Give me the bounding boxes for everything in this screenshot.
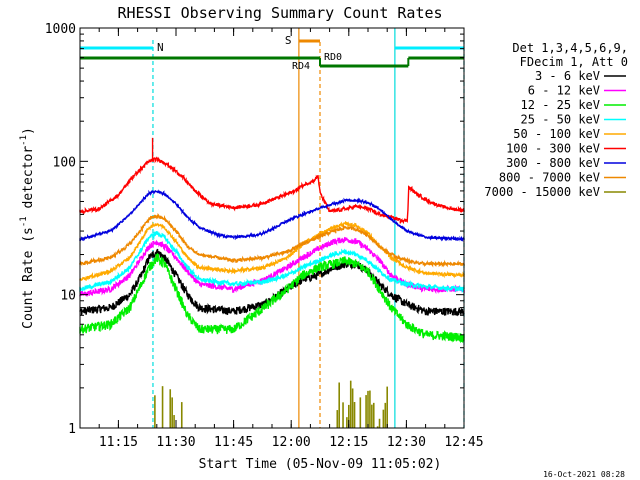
series-line bbox=[79, 220, 465, 282]
series-line bbox=[79, 189, 465, 242]
series-50to100keV bbox=[79, 220, 465, 282]
y-label-part-1: Count Rate (s bbox=[21, 227, 36, 329]
series-6to12keV bbox=[79, 236, 465, 297]
x-tick-label: 11:30 bbox=[156, 435, 195, 450]
x-axis-label: Start Time (05-Nov-09 11:05:02) bbox=[199, 457, 442, 472]
series-line bbox=[79, 236, 465, 297]
rd0-label: RD0 bbox=[324, 52, 342, 63]
y-tick-label: 100 bbox=[53, 155, 76, 170]
x-tick-label: 11:15 bbox=[99, 435, 138, 450]
series-12to25keV bbox=[79, 252, 465, 344]
legend-header-line: Det 1,3,4,5,6,9, bbox=[512, 41, 628, 55]
series-800to7000keV bbox=[79, 212, 465, 268]
legend-label: 12 - 25 keV bbox=[521, 98, 600, 112]
x-tick-label: 12:45 bbox=[444, 435, 483, 450]
legend-label: 800 - 7000 keV bbox=[499, 171, 600, 185]
y-label-sup-2: -1 bbox=[19, 135, 29, 146]
series-100to300keV bbox=[79, 156, 465, 225]
background-spikes bbox=[154, 380, 389, 428]
series-line bbox=[79, 212, 465, 268]
legend-label: 25 - 50 keV bbox=[521, 113, 600, 127]
legend-label: 50 - 100 keV bbox=[513, 127, 600, 141]
y-tick-label: 10 bbox=[60, 289, 76, 304]
y-tick-label: 1 bbox=[68, 422, 76, 437]
x-tick-label: 12:00 bbox=[272, 435, 311, 450]
series-25to50keV bbox=[79, 230, 465, 293]
y-label-part-2: detector bbox=[21, 146, 36, 217]
x-tick-label: 12:15 bbox=[329, 435, 368, 450]
series-line bbox=[79, 230, 465, 293]
series-line bbox=[79, 252, 465, 344]
legend-header-line: FDecim 1, Att 0 bbox=[520, 55, 628, 69]
legend-label: 6 - 12 keV bbox=[528, 84, 600, 98]
series-line bbox=[79, 156, 465, 225]
y-label-part-3: ) bbox=[21, 127, 36, 135]
x-tick-label: 11:45 bbox=[214, 435, 253, 450]
legend: Det 1,3,4,5,6,9,FDecim 1, Att 03 - 6 keV… bbox=[484, 41, 628, 199]
legend-label: 100 - 300 keV bbox=[506, 142, 600, 156]
legend-label: 3 - 6 keV bbox=[535, 69, 600, 83]
footer-date: 16-Oct-2021 08:28 bbox=[543, 470, 625, 479]
x-tick-label: 12:30 bbox=[387, 435, 426, 450]
y-tick-label: 1000 bbox=[45, 22, 76, 37]
saa-label: S bbox=[285, 34, 292, 47]
legend-label: 7000 - 15000 keV bbox=[484, 185, 600, 199]
axes: 11:15 11:30 11:45 12:00 12:15 12:30 12:45 1 10 10… bbox=[45, 22, 484, 450]
y-label-sup-1: -1 bbox=[19, 216, 29, 227]
rd4-label: RD4 bbox=[292, 61, 310, 72]
night-label: N bbox=[157, 41, 164, 54]
svg-text:Count Rate (s-1 detector-1): Count Rate (s-1 detector-1) bbox=[19, 127, 36, 329]
chart-title: RHESSI Observing Summary Count Rates bbox=[117, 4, 442, 22]
series-300to800keV bbox=[79, 189, 465, 242]
legend-label: 300 - 800 keV bbox=[506, 156, 600, 170]
y-axis-label: Count Rate (s-1 detector-1) bbox=[19, 127, 36, 329]
